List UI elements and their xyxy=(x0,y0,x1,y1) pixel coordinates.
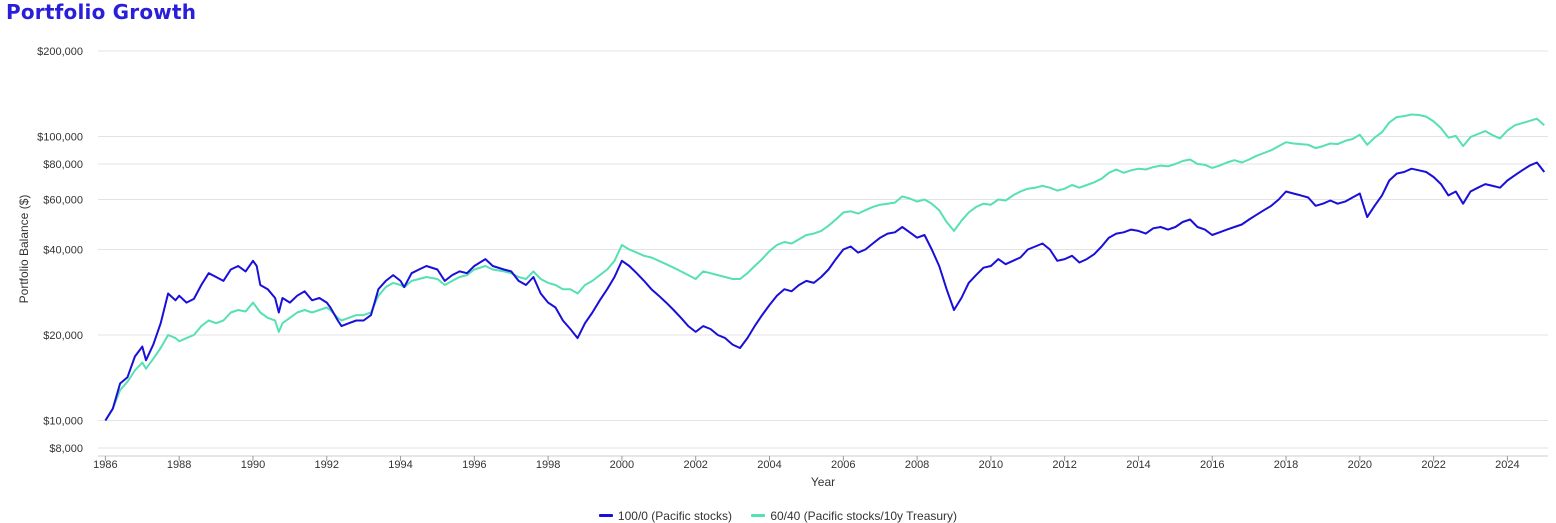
legend-label-100-0: 100/0 (Pacific stocks) xyxy=(617,508,732,523)
x-tick-label: 1998 xyxy=(536,459,560,471)
legend-swatch-60-40 xyxy=(751,514,766,517)
y-tick-label: $60,000 xyxy=(43,194,83,206)
legend-label-60-40: 60/40 (Pacific stocks/10y Treasury) xyxy=(770,508,958,523)
legend: 100/0 (Pacific stocks) 60/40 (Pacific st… xyxy=(0,506,1556,523)
x-tick-label: 1994 xyxy=(388,459,412,471)
x-tick-label: 2016 xyxy=(1200,459,1224,471)
series-lines xyxy=(104,113,1546,422)
portfolio-growth-chart: $8,000 $10,000 $20,000 $40,000 $60,000 $80,00… xyxy=(17,46,1548,489)
y-tick-label: $200,000 xyxy=(37,46,83,58)
x-tick-label: 2014 xyxy=(1126,459,1150,471)
x-tick-label: 1992 xyxy=(315,459,339,471)
x-tick-label: 2006 xyxy=(831,459,855,471)
x-axis-ticks: 1986 1988 1990 1992 1994 1996 1998 2000 2002 2004… xyxy=(93,456,1520,471)
x-axis-title: Year xyxy=(811,475,835,489)
y-tick-label: $80,000 xyxy=(43,159,83,171)
x-tick-label: 2002 xyxy=(683,459,707,471)
x-tick-label: 2018 xyxy=(1274,459,1298,471)
y-tick-label: $100,000 xyxy=(37,131,83,143)
gridlines xyxy=(98,50,1548,457)
y-axis-title: Portfolio Balance ($) xyxy=(17,195,31,304)
legend-item-60-40[interactable]: 60/40 (Pacific stocks/10y Treasury) xyxy=(751,509,957,523)
x-tick-label: 1996 xyxy=(462,459,486,471)
series-line-100-0[interactable] xyxy=(104,161,1546,422)
x-tick-label: 2012 xyxy=(1052,459,1076,471)
x-tick-label: 2020 xyxy=(1348,459,1372,471)
x-tick-label: 1988 xyxy=(167,459,191,471)
x-tick-label: 1986 xyxy=(93,459,117,471)
series-line-60-40[interactable] xyxy=(104,113,1545,422)
y-tick-label: $10,000 xyxy=(43,415,83,427)
y-tick-label: $20,000 xyxy=(43,330,83,342)
y-tick-label: $8,000 xyxy=(49,443,83,455)
legend-item-100-0[interactable]: 100/0 (Pacific stocks) xyxy=(598,508,732,523)
y-tick-label: $40,000 xyxy=(43,245,83,257)
x-tick-label: 2000 xyxy=(610,459,634,471)
x-tick-label: 2024 xyxy=(1495,459,1519,471)
chart-title: Portfolio Growth xyxy=(6,0,197,24)
x-tick-label: 2008 xyxy=(905,459,929,471)
x-tick-label: 2010 xyxy=(979,459,1003,471)
legend-swatch-100-0 xyxy=(598,514,613,517)
x-tick-label: 1990 xyxy=(241,459,265,471)
x-tick-label: 2004 xyxy=(757,459,781,471)
x-tick-label: 2022 xyxy=(1421,459,1445,471)
y-axis-ticks: $8,000 $10,000 $20,000 $40,000 $60,000 $80,00… xyxy=(37,46,83,455)
